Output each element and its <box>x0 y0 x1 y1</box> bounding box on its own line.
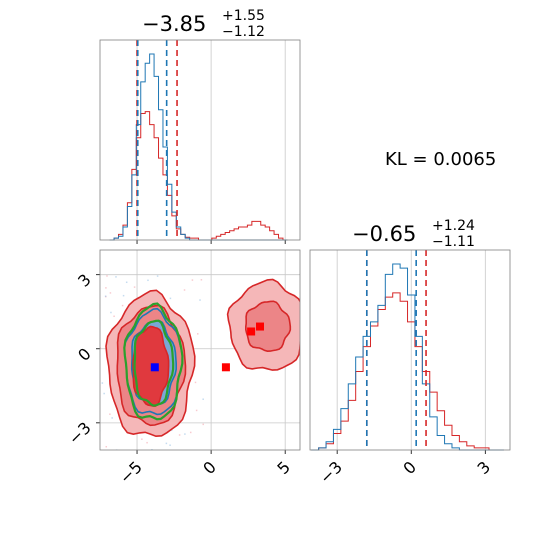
marker-red-1 <box>247 327 256 336</box>
histogram-panel-param2 <box>309 249 511 454</box>
scatter-speck <box>189 431 192 434</box>
scatter-speck <box>121 304 124 307</box>
param1-title-median: −3.85 <box>142 12 206 36</box>
tick-label-joint-x-1: 0 <box>199 457 220 478</box>
kl-divergence-label: KL = 0.0065 <box>385 149 496 170</box>
tick-label-right-x-2: 3 <box>473 457 494 478</box>
tick-label-right-x-1: 0 <box>399 457 420 478</box>
scatter-speck <box>110 311 112 314</box>
scatter-speck <box>109 413 111 415</box>
scatter-speck <box>115 276 117 278</box>
scatter-speck <box>165 442 168 445</box>
frame-right-panel <box>309 249 511 451</box>
scatter-speck <box>106 275 108 277</box>
scatter-speck <box>111 417 113 419</box>
scatter-speck <box>115 452 117 454</box>
scatter-speck <box>202 398 204 400</box>
histogram-blue-param2 <box>311 263 504 451</box>
scatter-speck <box>115 458 117 460</box>
scatter-speck <box>103 392 105 395</box>
scatter-speck <box>199 299 201 301</box>
scatter-speck <box>169 444 171 446</box>
tick-label-right-x-0: −3 <box>316 457 346 487</box>
scatter-speck <box>133 286 136 288</box>
param2-title: −0.65 +1.24 −1.11 <box>352 218 475 250</box>
scatter-speck <box>195 409 198 412</box>
param1-title-plus: +1.55 <box>222 8 265 24</box>
tick-label-joint-x-0: −5 <box>116 457 146 487</box>
scatter-speck <box>125 281 128 284</box>
scatter-speck <box>194 381 197 384</box>
tick-label-joint-y-1: 0 <box>74 344 95 365</box>
marker-blue-0 <box>150 363 159 372</box>
scatter-speck <box>105 455 107 457</box>
scatter-speck <box>105 287 107 289</box>
param2-title-minus: −1.11 <box>432 234 475 250</box>
tick-label-joint-y-0: −3 <box>65 418 95 448</box>
contour-green-main-outer <box>123 302 184 421</box>
scatter-speck <box>141 438 143 440</box>
param2-title-plus: +1.24 <box>432 218 475 234</box>
scatter-speck <box>113 315 115 318</box>
scatter-speck <box>151 449 153 450</box>
tick-label-joint-x-2: 5 <box>273 457 294 478</box>
histogram-panel-param1 <box>99 39 301 244</box>
scatter-speck <box>97 392 99 394</box>
scatter-speck <box>191 279 194 281</box>
joint-posterior-panel <box>96 249 301 460</box>
scatter-speck <box>158 454 160 456</box>
marker-red-2 <box>256 322 264 331</box>
contour-green-main-inner <box>133 319 175 407</box>
scatter-speck <box>178 434 181 436</box>
scatter-speck <box>183 289 186 291</box>
param1-title-minus: −1.12 <box>222 24 265 40</box>
histogram-red-param2 <box>311 292 504 451</box>
scatter-speck <box>101 382 104 384</box>
tick-label-joint-y-2: 3 <box>74 270 95 291</box>
param1-title: −3.85 +1.55 −1.12 <box>142 8 265 40</box>
scatter-speck <box>200 279 203 281</box>
scatter-speck <box>100 347 102 349</box>
scatter-speck <box>97 319 99 321</box>
scatter-speck <box>109 292 112 294</box>
scatter-speck <box>104 295 107 297</box>
param2-title-median: −0.65 <box>352 222 416 246</box>
frame-joint-panel <box>99 249 301 451</box>
scatter-speck <box>156 275 159 277</box>
scatter-speck <box>169 297 172 300</box>
marker-red-0 <box>221 363 230 372</box>
frame-top-panel <box>99 39 301 241</box>
scatter-speck <box>202 423 204 426</box>
scatter-speck <box>105 445 108 448</box>
scatter-speck <box>184 433 186 435</box>
scatter-speck <box>122 294 125 297</box>
contour-red-secondary-inner <box>245 300 292 353</box>
scatter-speck <box>147 279 149 282</box>
contour-layer <box>97 275 300 460</box>
scatter-speck <box>197 333 199 335</box>
histogram-red-param1 <box>109 111 288 241</box>
scatter-speck <box>146 441 148 444</box>
